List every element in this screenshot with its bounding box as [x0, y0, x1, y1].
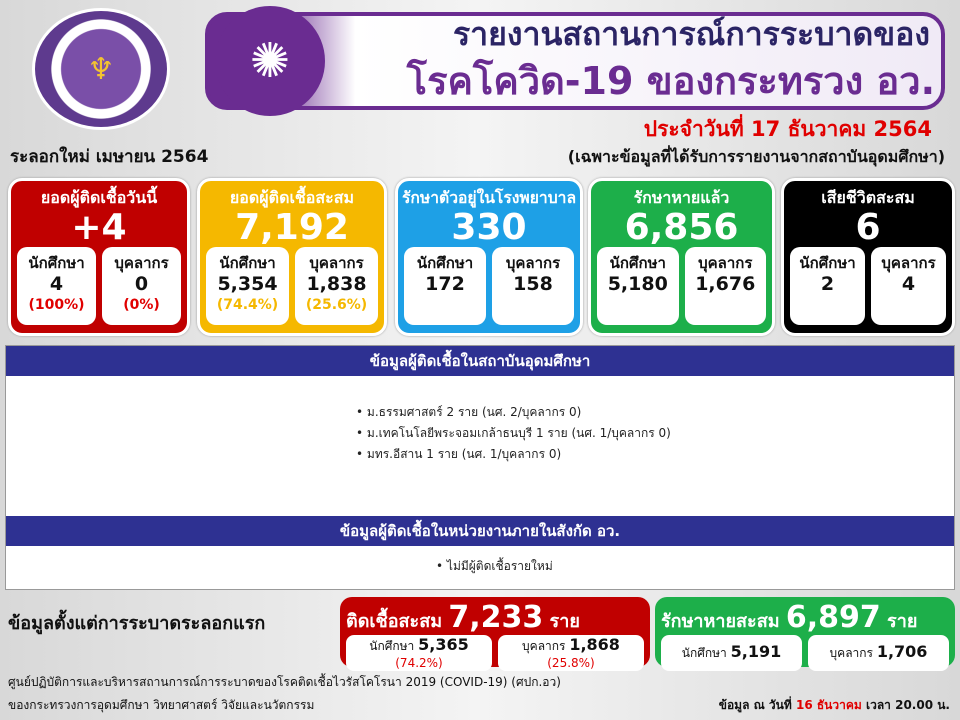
infected-staff: บุคลากร 1,868 (25.8%) — [498, 635, 644, 671]
title-line1: รายงานสถานการณ์การระบาดของ — [452, 15, 930, 53]
footer-line1: ศูนย์ปฏิบัติการและบริหารสถานการณ์การระบา… — [8, 675, 561, 689]
students-box: นักศึกษา 172 — [404, 247, 486, 325]
students-box: นักศึกษา 2 — [790, 247, 865, 325]
recovered-staff: บุคลากร 1,706 — [808, 635, 949, 671]
card-recovered: รักษาหายแล้ว 6,856 นักศึกษา 5,180 บุคลากร… — [588, 178, 775, 336]
title-banner — [205, 12, 945, 110]
card-cumulative: ยอดผู้ติดเชื้อสะสม 7,192 นักศึกษา 5,354 (7… — [197, 178, 387, 336]
card-value: 6 — [855, 207, 881, 248]
list-item: • ม.ธรรมศาสตร์ 2 ราย (นศ. 2/บุคลากร 0) — [356, 405, 582, 419]
source-note: (เฉพาะข้อมูลที่ได้รับการรายงานจากสถาบันอ… — [567, 147, 945, 166]
staff-box: บุคลากร 158 — [492, 247, 574, 325]
ministry-logo: ♆ — [32, 8, 170, 130]
wave-label: ระลอกใหม่ เมษายน 2564 — [10, 147, 209, 167]
recovered-students: นักศึกษา 5,191 — [661, 635, 802, 671]
list-item: • มทร.อีสาน 1 ราย (นศ. 1/บุคลากร 0) — [356, 447, 562, 461]
data-as-of: ข้อมูล ณ วันที่ 16 ธันวาคม เวลา 20.00 น. — [718, 698, 950, 712]
virus-icon: ✺ — [215, 6, 325, 116]
card-value: 6,856 — [624, 207, 739, 248]
staff-box: บุคลากร 1,676 — [684, 247, 766, 325]
cumulative-heading: ข้อมูลตั้งแต่การระบาดระลอกแรก — [8, 613, 266, 634]
card-title: ยอดผู้ติดเชื้อสะสม — [229, 188, 355, 207]
card-title: รักษาหายแล้ว — [633, 188, 730, 207]
card-today: ยอดผู้ติดเชื้อวันนี้ +4 นักศึกษา 4 (100%) … — [8, 178, 190, 336]
cumulative-recovered-box: รักษาหายสะสม 6,897 ราย นักศึกษา 5,191 บุ… — [655, 597, 955, 671]
students-box: นักศึกษา 5,180 — [597, 247, 679, 325]
card-hospitalized: รักษาตัวอยู่ในโรงพยาบาล 330 นักศึกษา 172 … — [395, 178, 583, 336]
staff-box: บุคลากร 1,838 (25.6%) — [295, 247, 378, 325]
list-item: • ม.เทคโนโลยีพระจอมเกล้าธนบุรี 1 ราย (นศ… — [356, 426, 671, 440]
card-title: ยอดผู้ติดเชื้อวันนี้ — [40, 188, 158, 207]
section1-list: • ม.ธรรมศาสตร์ 2 ราย (นศ. 2/บุคลากร 0) •… — [356, 402, 671, 465]
title-line2: โรคโควิด-19 ของกระทรวง อว. — [406, 59, 935, 103]
students-box: นักศึกษา 4 (100%) — [17, 247, 96, 325]
card-value: +4 — [71, 207, 127, 248]
staff-box: บุคลากร 4 — [871, 247, 946, 325]
staff-box: บุคลากร 0 (0%) — [102, 247, 181, 325]
logo-emblem-icon: ♆ — [87, 51, 115, 87]
cumulative-infected-box: ติดเชื้อสะสม 7,233 ราย นักศึกษา 5,365 (74… — [340, 597, 650, 671]
list-item: • ไม่มีผู้ติดเชื้อรายใหม่ — [436, 559, 553, 573]
report-date: ประจำวันที่ 17 ธันวาคม 2564 — [643, 117, 932, 141]
footer-line2: ของกระทรวงการอุดมศึกษา วิทยาศาสตร์ วิจัย… — [8, 698, 315, 712]
infected-students: นักศึกษา 5,365 (74.2%) — [346, 635, 492, 671]
info-panel: ข้อมูลผู้ติดเชื้อในสถาบันอุดมศึกษา • ม.ธ… — [5, 345, 955, 590]
section2-title: ข้อมูลผู้ติดเชื้อในหน่วยงานภายในสังกัด อ… — [6, 516, 954, 546]
card-title: รักษาตัวอยู่ในโรงพยาบาล — [402, 188, 577, 207]
card-value: 7,192 — [235, 207, 349, 248]
card-deaths: เสียชีวิตสะสม 6 นักศึกษา 2 บุคลากร 4 — [781, 178, 955, 336]
card-value: 330 — [451, 207, 527, 248]
students-box: นักศึกษา 5,354 (74.4%) — [206, 247, 289, 325]
section1-title: ข้อมูลผู้ติดเชื้อในสถาบันอุดมศึกษา — [6, 346, 954, 376]
card-title: เสียชีวิตสะสม — [821, 188, 915, 207]
